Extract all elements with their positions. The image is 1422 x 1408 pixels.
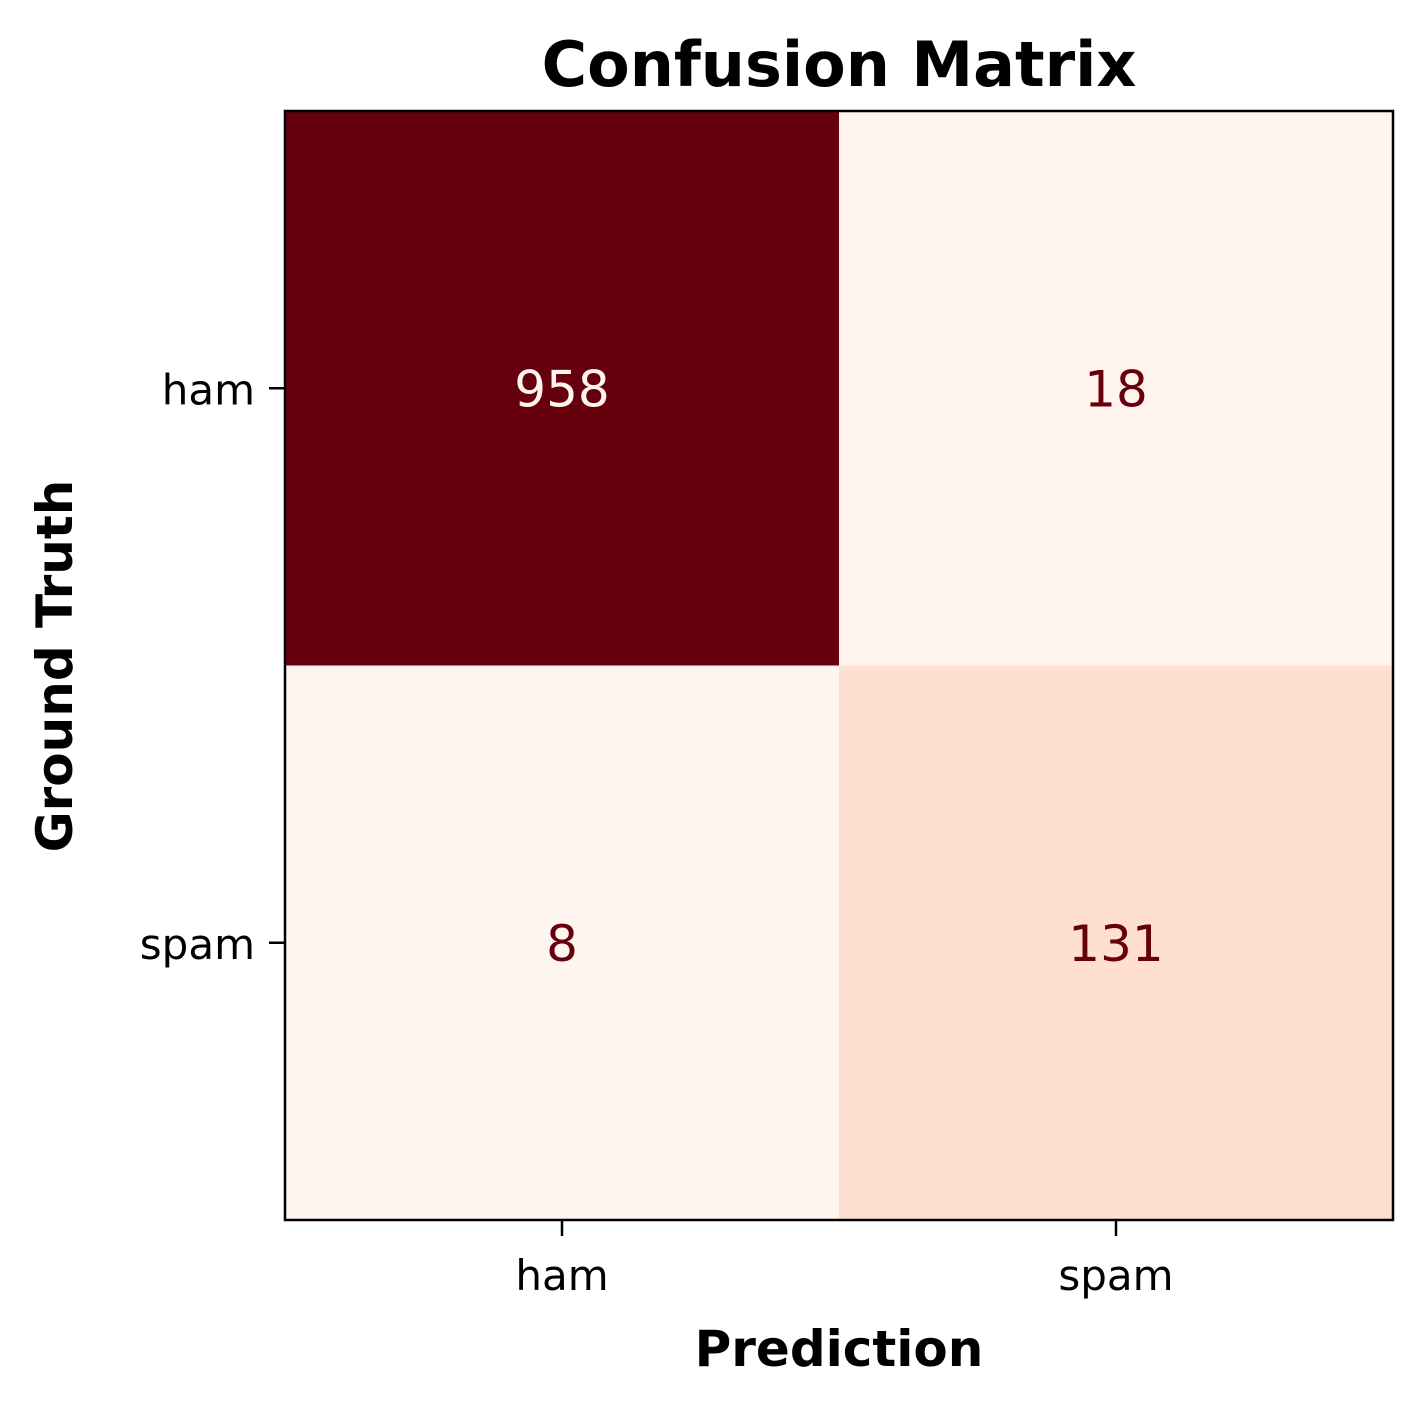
- cell-value-spam-spam: 131: [1068, 915, 1163, 973]
- heatmap-cell-spam-ham: [285, 665, 840, 1221]
- cell-value-ham-spam: 18: [1084, 360, 1148, 418]
- cell-value-ham-ham: 958: [514, 360, 609, 418]
- x-tick-label-ham: ham: [515, 1251, 608, 1300]
- y-tick-label-ham: ham: [162, 365, 255, 414]
- heatmap-cell-spam-spam: [839, 665, 1394, 1221]
- heatmap-cell-ham-spam: [839, 111, 1394, 666]
- cell-value-spam-ham: 8: [546, 915, 578, 973]
- y-axis-label: Ground Truth: [26, 480, 84, 853]
- x-axis-ticks: ham spam: [515, 1220, 1174, 1300]
- heatmap-cell-labels: 958 18 8 131: [514, 360, 1163, 973]
- x-tick-label-spam: spam: [1058, 1251, 1173, 1300]
- plot-frame: [283, 109, 1395, 1222]
- y-tick-label-spam: spam: [140, 920, 255, 969]
- heatmap-cells: [285, 111, 1394, 1221]
- x-axis-label: Prediction: [695, 1320, 984, 1378]
- heatmap-cell-ham-ham: [285, 111, 840, 666]
- y-axis-ticks: ham spam: [140, 365, 285, 969]
- chart-title: Confusion Matrix: [542, 28, 1137, 101]
